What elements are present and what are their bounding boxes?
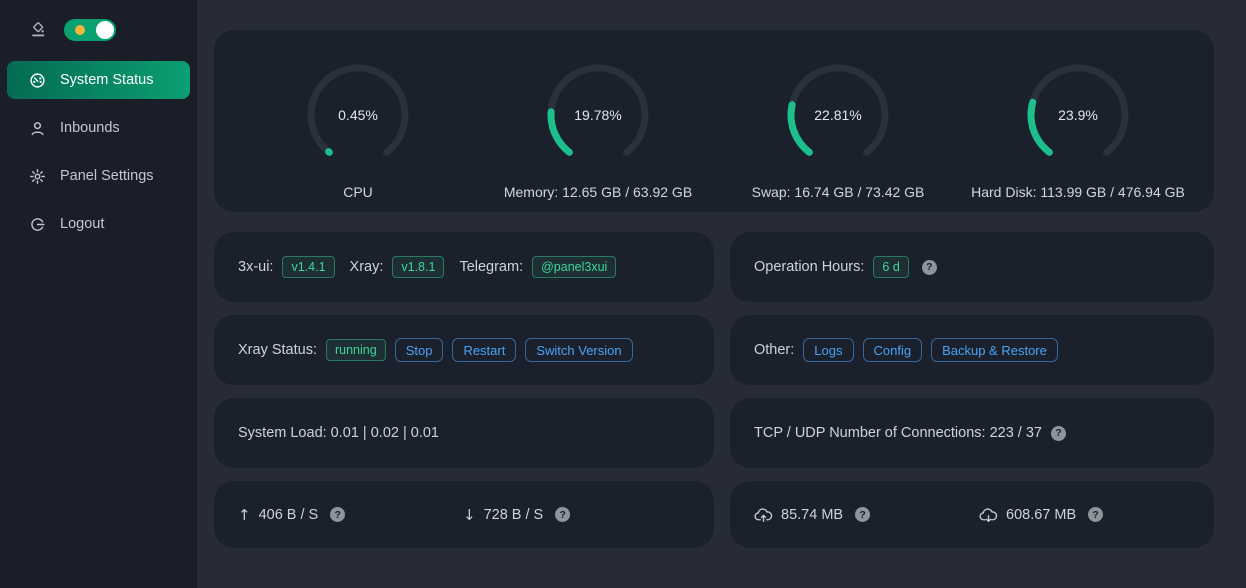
stop-button[interactable]: Stop bbox=[394, 338, 444, 362]
user-icon bbox=[29, 120, 46, 137]
xui-version-tag: v1.4.1 bbox=[282, 256, 335, 278]
help-icon[interactable]: ? bbox=[1088, 507, 1104, 522]
other-label: Other: bbox=[754, 342, 795, 358]
arrow-down-icon: ↓ bbox=[463, 505, 476, 524]
sidebar-item-label: Logout bbox=[60, 216, 105, 232]
download-speed-value: 728 B / S bbox=[483, 506, 544, 523]
gauge-percent: 19.78% bbox=[574, 107, 622, 123]
switch-version-button[interactable]: Switch Version bbox=[525, 338, 633, 362]
sidebar-menu: System Status Inbounds bbox=[0, 61, 197, 243]
dark-mode-toggle[interactable] bbox=[64, 19, 116, 41]
main-content: 0.45% CPU 19.78% Memory: 12.65 GB / 63.9… bbox=[197, 0, 1246, 588]
help-icon[interactable]: ? bbox=[330, 507, 346, 522]
help-icon[interactable]: ? bbox=[555, 507, 571, 522]
operation-hours-label: Operation Hours: bbox=[754, 259, 865, 275]
sidebar: System Status Inbounds bbox=[0, 0, 197, 588]
xray-version-tag: v1.8.1 bbox=[392, 256, 445, 278]
upload-speed: ↑ 406 B / S ? bbox=[238, 506, 463, 524]
gauge-label: Memory: 12.65 GB / 63.92 GB bbox=[503, 184, 693, 200]
sidebar-item-label: System Status bbox=[60, 72, 154, 88]
sidebar-item-logout[interactable]: Logout bbox=[7, 205, 190, 243]
swap-gauge: 22.81% Swap: 16.74 GB / 73.42 GB bbox=[718, 30, 958, 212]
total-traffic-card: 85.74 MB ? 608.67 MB ? bbox=[730, 481, 1214, 548]
backup-restore-button[interactable]: Backup & Restore bbox=[931, 338, 1058, 362]
network-speed-card: ↑ 406 B / S ? ↓ 728 B / S ? bbox=[214, 481, 714, 548]
sidebar-item-panel-settings[interactable]: Panel Settings bbox=[7, 157, 190, 195]
help-icon[interactable]: ? bbox=[1051, 425, 1066, 441]
sidebar-item-system-status[interactable]: System Status bbox=[7, 61, 190, 99]
xray-status-card: Xray Status: running Stop Restart Switch… bbox=[214, 315, 714, 385]
cloud-download-icon bbox=[979, 507, 998, 523]
dashboard-icon bbox=[29, 72, 46, 89]
gauge-percent: 23.9% bbox=[1058, 107, 1098, 123]
xray-status-tag: running bbox=[325, 339, 386, 361]
upload-traffic: 85.74 MB ? bbox=[754, 507, 979, 523]
operation-hours-tag: 6 d bbox=[873, 256, 909, 278]
theme-colors-icon bbox=[29, 20, 47, 40]
resource-gauges-card: 0.45% CPU 19.78% Memory: 12.65 GB / 63.9… bbox=[214, 30, 1214, 212]
logs-button[interactable]: Logs bbox=[803, 338, 854, 362]
gauge-label: CPU bbox=[343, 184, 373, 200]
cloud-upload-icon bbox=[754, 507, 773, 523]
sidebar-item-label: Panel Settings bbox=[60, 168, 154, 184]
gauge-fill bbox=[787, 64, 889, 166]
gauge-fill bbox=[1027, 64, 1129, 166]
toggle-knob bbox=[96, 21, 114, 39]
toggle-sun-dot bbox=[75, 25, 85, 35]
gauge-percent: 0.45% bbox=[338, 107, 378, 123]
arrow-up-icon: ↑ bbox=[238, 505, 251, 524]
upload-speed-value: 406 B / S bbox=[258, 506, 319, 523]
connections-text: TCP / UDP Number of Connections: 223 / 3… bbox=[754, 425, 1042, 441]
upload-traffic-value: 85.74 MB bbox=[781, 506, 844, 523]
restart-button[interactable]: Restart bbox=[452, 338, 517, 362]
help-icon[interactable]: ? bbox=[855, 507, 871, 522]
gauge-fill bbox=[547, 64, 649, 166]
logout-icon bbox=[29, 216, 46, 233]
download-traffic-value: 608.67 MB bbox=[1006, 506, 1077, 523]
gauge-label: Hard Disk: 113.99 GB / 476.94 GB bbox=[971, 184, 1185, 200]
sidebar-item-label: Inbounds bbox=[60, 120, 120, 136]
config-button[interactable]: Config bbox=[862, 338, 923, 362]
system-load-text: System Load: 0.01 | 0.02 | 0.01 bbox=[238, 425, 439, 441]
xui-version-label: 3x-ui: bbox=[238, 259, 274, 275]
cpu-gauge: 0.45% CPU bbox=[238, 30, 478, 212]
hard-disk-gauge: 23.9% Hard Disk: 113.99 GB / 476.94 GB bbox=[958, 30, 1198, 212]
download-speed: ↓ 728 B / S ? bbox=[463, 506, 688, 524]
memory-gauge: 19.78% Memory: 12.65 GB / 63.92 GB bbox=[478, 30, 718, 212]
gauge-percent: 22.81% bbox=[814, 107, 862, 123]
connections-card: TCP / UDP Number of Connections: 223 / 3… bbox=[730, 398, 1214, 468]
download-traffic: 608.67 MB ? bbox=[979, 507, 1204, 523]
telegram-label: Telegram: bbox=[459, 259, 524, 275]
xray-version-label: Xray: bbox=[349, 259, 384, 275]
telegram-tag[interactable]: @panel3xui bbox=[532, 256, 617, 278]
help-icon[interactable]: ? bbox=[921, 259, 937, 275]
gauge-fill bbox=[307, 64, 409, 166]
operation-hours-card: Operation Hours: 6 d ? bbox=[730, 232, 1214, 302]
gauge-label: Swap: 16.74 GB / 73.42 GB bbox=[751, 184, 925, 200]
theme-toggle-row bbox=[29, 17, 197, 43]
other-actions-card: Other: Logs Config Backup & Restore bbox=[730, 315, 1214, 385]
sidebar-item-inbounds[interactable]: Inbounds bbox=[7, 109, 190, 147]
versions-card: 3x-ui: v1.4.1 Xray: v1.8.1 Telegram: @pa… bbox=[214, 232, 714, 302]
gear-icon bbox=[29, 168, 46, 185]
xray-status-label: Xray Status: bbox=[238, 342, 317, 358]
system-load-card: System Load: 0.01 | 0.02 | 0.01 bbox=[214, 398, 714, 468]
